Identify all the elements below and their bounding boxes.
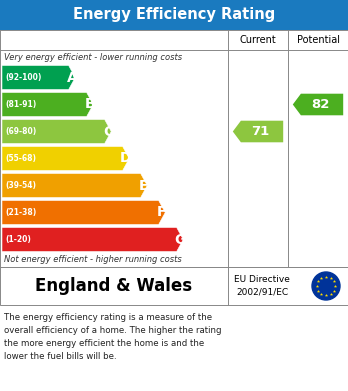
Polygon shape — [2, 147, 129, 170]
Polygon shape — [293, 94, 343, 115]
Text: EU Directive
2002/91/EC: EU Directive 2002/91/EC — [234, 275, 290, 297]
Text: Energy Efficiency Rating: Energy Efficiency Rating — [73, 7, 275, 23]
Text: A: A — [66, 70, 77, 84]
Text: E: E — [139, 179, 149, 192]
Text: 82: 82 — [311, 98, 329, 111]
Text: (39-54): (39-54) — [5, 181, 36, 190]
Text: G: G — [174, 233, 185, 246]
Text: (1-20): (1-20) — [5, 235, 31, 244]
Text: D: D — [120, 151, 132, 165]
Text: (21-38): (21-38) — [5, 208, 36, 217]
Polygon shape — [2, 66, 75, 90]
Polygon shape — [233, 121, 283, 142]
Text: England & Wales: England & Wales — [35, 277, 192, 295]
Text: F: F — [157, 206, 167, 219]
Text: 71: 71 — [251, 125, 269, 138]
Text: (69-80): (69-80) — [5, 127, 36, 136]
Text: (55-68): (55-68) — [5, 154, 36, 163]
Polygon shape — [2, 228, 183, 251]
Text: (81-91): (81-91) — [5, 100, 36, 109]
Text: Very energy efficient - lower running costs: Very energy efficient - lower running co… — [4, 52, 182, 61]
Text: (92-100): (92-100) — [5, 73, 41, 82]
Text: Not energy efficient - higher running costs: Not energy efficient - higher running co… — [4, 255, 182, 264]
Text: Current: Current — [240, 35, 276, 45]
Text: Potential: Potential — [296, 35, 340, 45]
Bar — [0, 0, 348, 30]
Text: C: C — [103, 124, 113, 138]
Text: The energy efficiency rating is a measure of the
overall efficiency of a home. T: The energy efficiency rating is a measur… — [4, 313, 221, 361]
Bar — [0, 267, 348, 305]
Text: B: B — [85, 97, 95, 111]
Polygon shape — [2, 120, 111, 143]
Polygon shape — [2, 201, 165, 224]
Circle shape — [312, 272, 340, 300]
Polygon shape — [2, 93, 93, 117]
Polygon shape — [2, 174, 147, 197]
